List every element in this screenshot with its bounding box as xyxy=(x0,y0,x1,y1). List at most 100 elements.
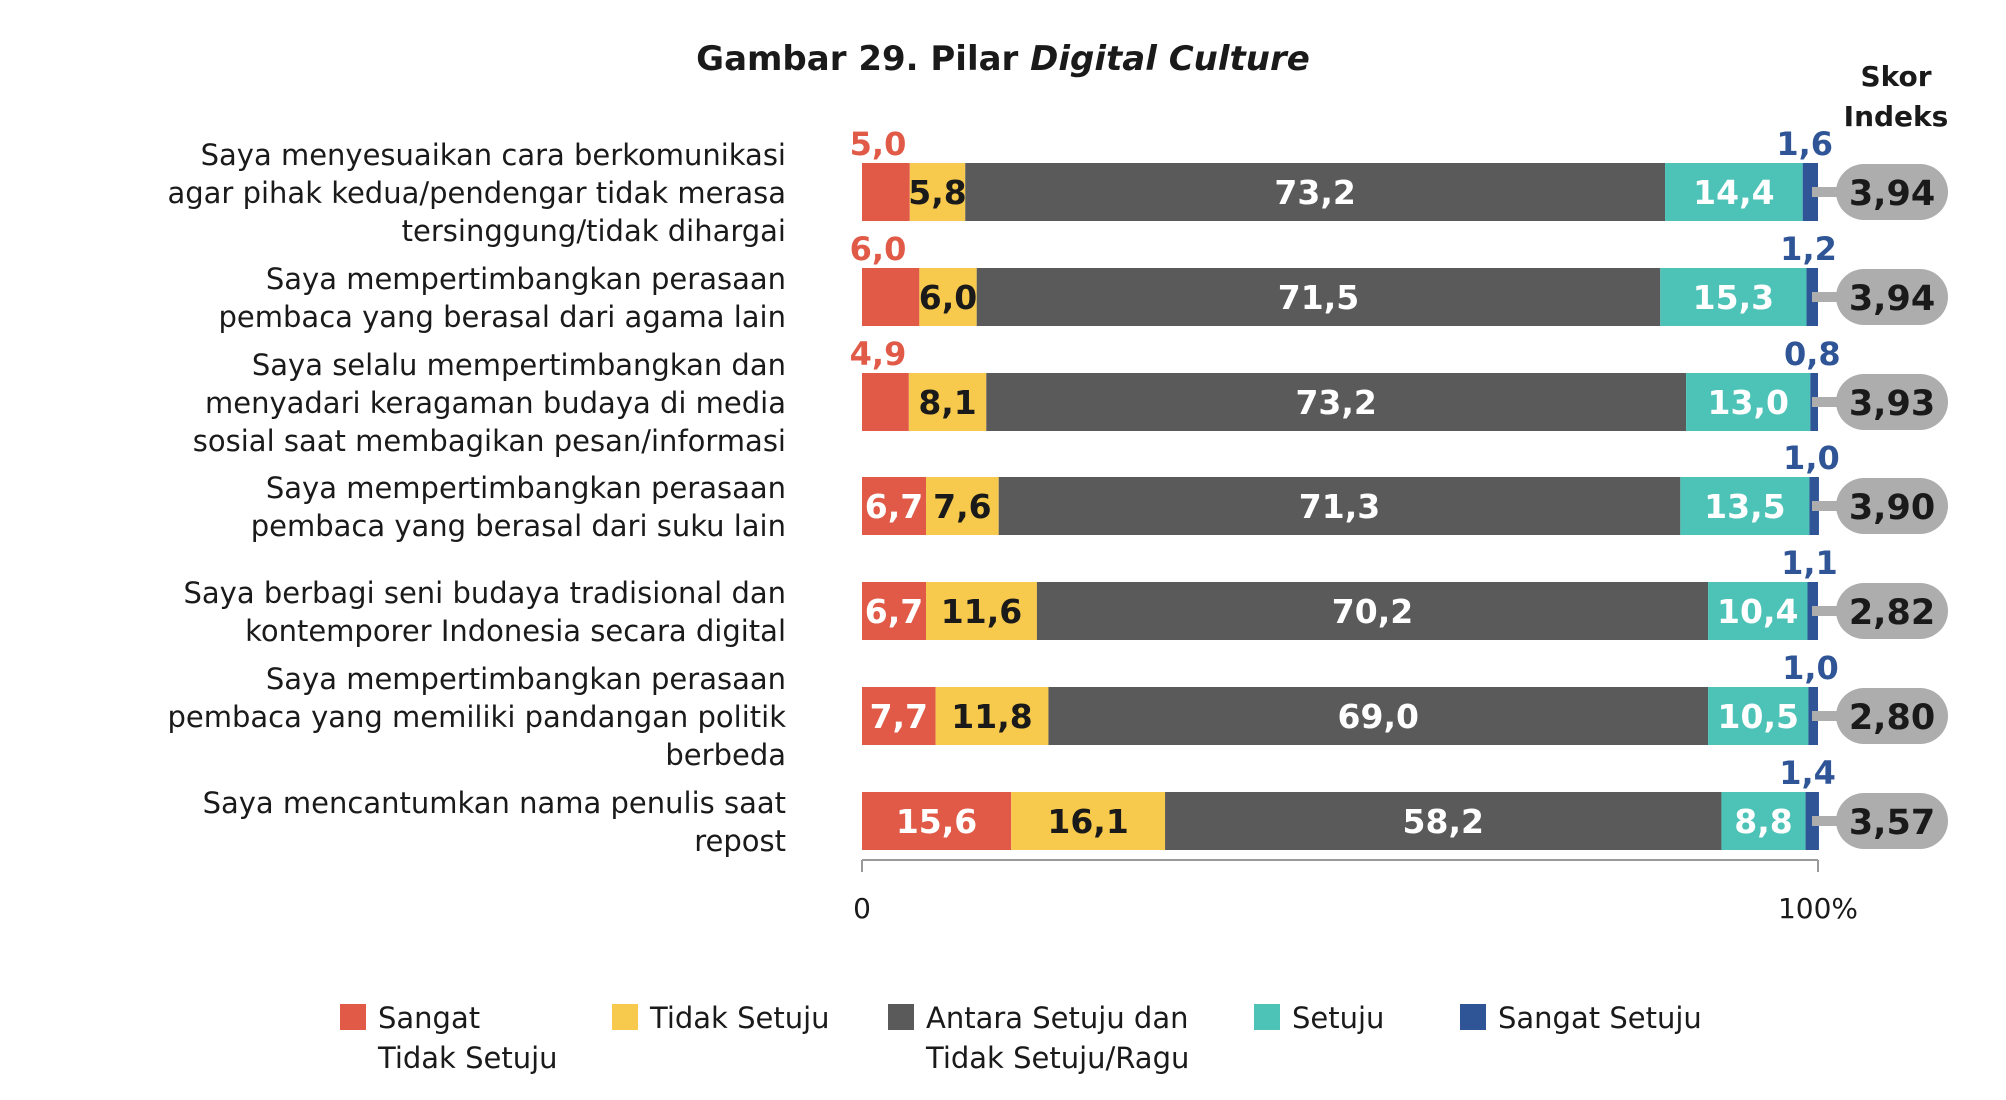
score-value: 3,94 xyxy=(1849,174,1935,214)
score-pill xyxy=(1836,478,1948,534)
bar-segment-sangat_tidak_setuju xyxy=(862,268,920,326)
legend-swatch-sangat_tidak_setuju xyxy=(340,1004,366,1030)
category-label: agar pihak kedua/pendengar tidak merasa xyxy=(167,176,786,210)
score-pill xyxy=(1836,793,1948,849)
category-label: menyadari keragaman budaya di media xyxy=(205,386,786,420)
bar-segment-ragu xyxy=(1165,792,1722,850)
score-value: 3,57 xyxy=(1849,803,1935,843)
x-tick-label: 100% xyxy=(1778,892,1858,925)
score-value: 2,80 xyxy=(1849,698,1935,738)
category-label: pembaca yang berasal dari suku lain xyxy=(251,509,786,543)
data-label-ragu: 71,5 xyxy=(1278,278,1359,317)
score-connector xyxy=(1812,606,1848,616)
score-connector xyxy=(1812,397,1848,407)
category-label: tersinggung/tidak dihargai xyxy=(402,214,786,248)
bar-segment-ragu xyxy=(1048,687,1709,745)
bar-segment-tidak_setuju xyxy=(909,163,966,221)
bar-segment-setuju xyxy=(1665,163,1803,221)
category-label: Saya mempertimbangkan perasaan xyxy=(266,262,786,296)
bar-segment-tidak_setuju xyxy=(935,687,1049,745)
score-pill xyxy=(1836,583,1948,639)
legend-label-tidak_setuju: Tidak Setuju xyxy=(649,1001,830,1035)
data-label-sangat_tidak_setuju: 4,9 xyxy=(850,335,907,373)
data-label-sangat_setuju: 1,6 xyxy=(1776,125,1833,163)
score-header-line: Skor xyxy=(1860,60,1931,93)
category-label: sosial saat membagikan pesan/informasi xyxy=(193,424,786,458)
bar-segment-setuju xyxy=(1686,373,1811,431)
data-label-setuju: 14,4 xyxy=(1693,173,1774,212)
data-label-sangat_tidak_setuju: 6,0 xyxy=(850,230,907,268)
category-label: pembaca yang berasal dari agama lain xyxy=(219,300,786,334)
legend-label-ragu: Tidak Setuju/Ragu xyxy=(925,1041,1189,1075)
data-label-ragu: 69,0 xyxy=(1338,697,1419,736)
category-label: Saya selalu mempertimbangkan dan xyxy=(252,348,786,382)
legend-swatch-setuju xyxy=(1254,1004,1280,1030)
score-connector xyxy=(1812,711,1848,721)
category-label: Saya mencantumkan nama penulis saat xyxy=(203,786,786,820)
legend-swatch-sangat_setuju xyxy=(1460,1004,1486,1030)
legend-label-setuju: Setuju xyxy=(1292,1001,1384,1035)
score-connector xyxy=(1812,501,1848,511)
category-label: Saya berbagi seni budaya tradisional dan xyxy=(183,576,786,610)
bar-segment-ragu xyxy=(965,163,1666,221)
bar-segment-sangat_tidak_setuju xyxy=(862,163,910,221)
data-label-sangat_tidak_setuju: 6,7 xyxy=(865,592,923,631)
bar-segment-sangat_tidak_setuju xyxy=(862,687,936,745)
data-label-sangat_setuju: 1,0 xyxy=(1783,439,1840,477)
data-label-sangat_setuju: 1,4 xyxy=(1779,754,1836,792)
data-label-ragu: 73,2 xyxy=(1295,383,1376,422)
bar-segment-tidak_setuju xyxy=(1011,792,1166,850)
bar-segment-tidak_setuju xyxy=(908,373,987,431)
category-label: Saya mempertimbangkan perasaan xyxy=(266,662,786,696)
data-label-ragu: 73,2 xyxy=(1274,173,1355,212)
score-pill xyxy=(1836,269,1948,325)
data-label-tidak_setuju: 16,1 xyxy=(1047,802,1128,841)
score-connector xyxy=(1812,816,1848,826)
bar-segment-setuju xyxy=(1660,268,1807,326)
score-pill xyxy=(1836,374,1948,430)
bar-segment-sangat_tidak_setuju xyxy=(862,582,927,640)
legend-swatch-tidak_setuju xyxy=(612,1004,638,1030)
data-label-tidak_setuju: 11,8 xyxy=(951,697,1032,736)
data-label-sangat_setuju: 0,8 xyxy=(1784,335,1841,373)
data-label-setuju: 13,5 xyxy=(1704,487,1785,526)
category-label: Saya menyesuaikan cara berkomunikasi xyxy=(201,138,786,172)
bar-segment-setuju xyxy=(1721,792,1806,850)
bar-segment-setuju xyxy=(1680,477,1810,535)
bar-segment-tidak_setuju xyxy=(926,477,999,535)
bar-segment-sangat_setuju xyxy=(1802,163,1818,221)
bar-segment-tidak_setuju xyxy=(919,268,977,326)
x-tick-label: 0 xyxy=(853,892,871,925)
category-label: pembaca yang memiliki pandangan politik xyxy=(167,700,786,734)
score-value: 3,93 xyxy=(1849,384,1935,424)
data-label-setuju: 8,8 xyxy=(1734,802,1792,841)
data-label-setuju: 10,5 xyxy=(1718,697,1799,736)
data-label-sangat_tidak_setuju: 7,7 xyxy=(870,697,928,736)
score-value: 3,90 xyxy=(1849,488,1935,528)
category-label: berbeda xyxy=(665,738,786,772)
bar-segment-sangat_tidak_setuju xyxy=(862,792,1012,850)
bar-segment-ragu xyxy=(976,268,1661,326)
data-label-ragu: 70,2 xyxy=(1332,592,1413,631)
data-label-setuju: 10,4 xyxy=(1717,592,1798,631)
data-label-sangat_tidak_setuju: 6,7 xyxy=(865,487,923,526)
category-label: kontemporer Indonesia secara digital xyxy=(245,614,786,648)
score-value: 2,82 xyxy=(1849,593,1935,633)
data-label-setuju: 15,3 xyxy=(1693,278,1774,317)
score-value: 3,94 xyxy=(1849,279,1935,319)
bar-segment-ragu xyxy=(986,373,1687,431)
data-label-tidak_setuju: 8,1 xyxy=(918,383,976,422)
data-label-tidak_setuju: 5,8 xyxy=(908,173,966,212)
data-label-ragu: 71,3 xyxy=(1299,487,1380,526)
bar-segment-tidak_setuju xyxy=(926,582,1037,640)
score-connector xyxy=(1812,292,1848,302)
bar-segment-ragu xyxy=(1036,582,1709,640)
score-header-line: Indeks xyxy=(1844,100,1949,133)
bar-segment-sangat_tidak_setuju xyxy=(862,477,927,535)
data-label-tidak_setuju: 7,6 xyxy=(933,487,991,526)
score-pill xyxy=(1836,164,1948,220)
data-label-tidak_setuju: 6,0 xyxy=(919,278,977,317)
category-label: Saya mempertimbangkan perasaan xyxy=(266,471,786,505)
